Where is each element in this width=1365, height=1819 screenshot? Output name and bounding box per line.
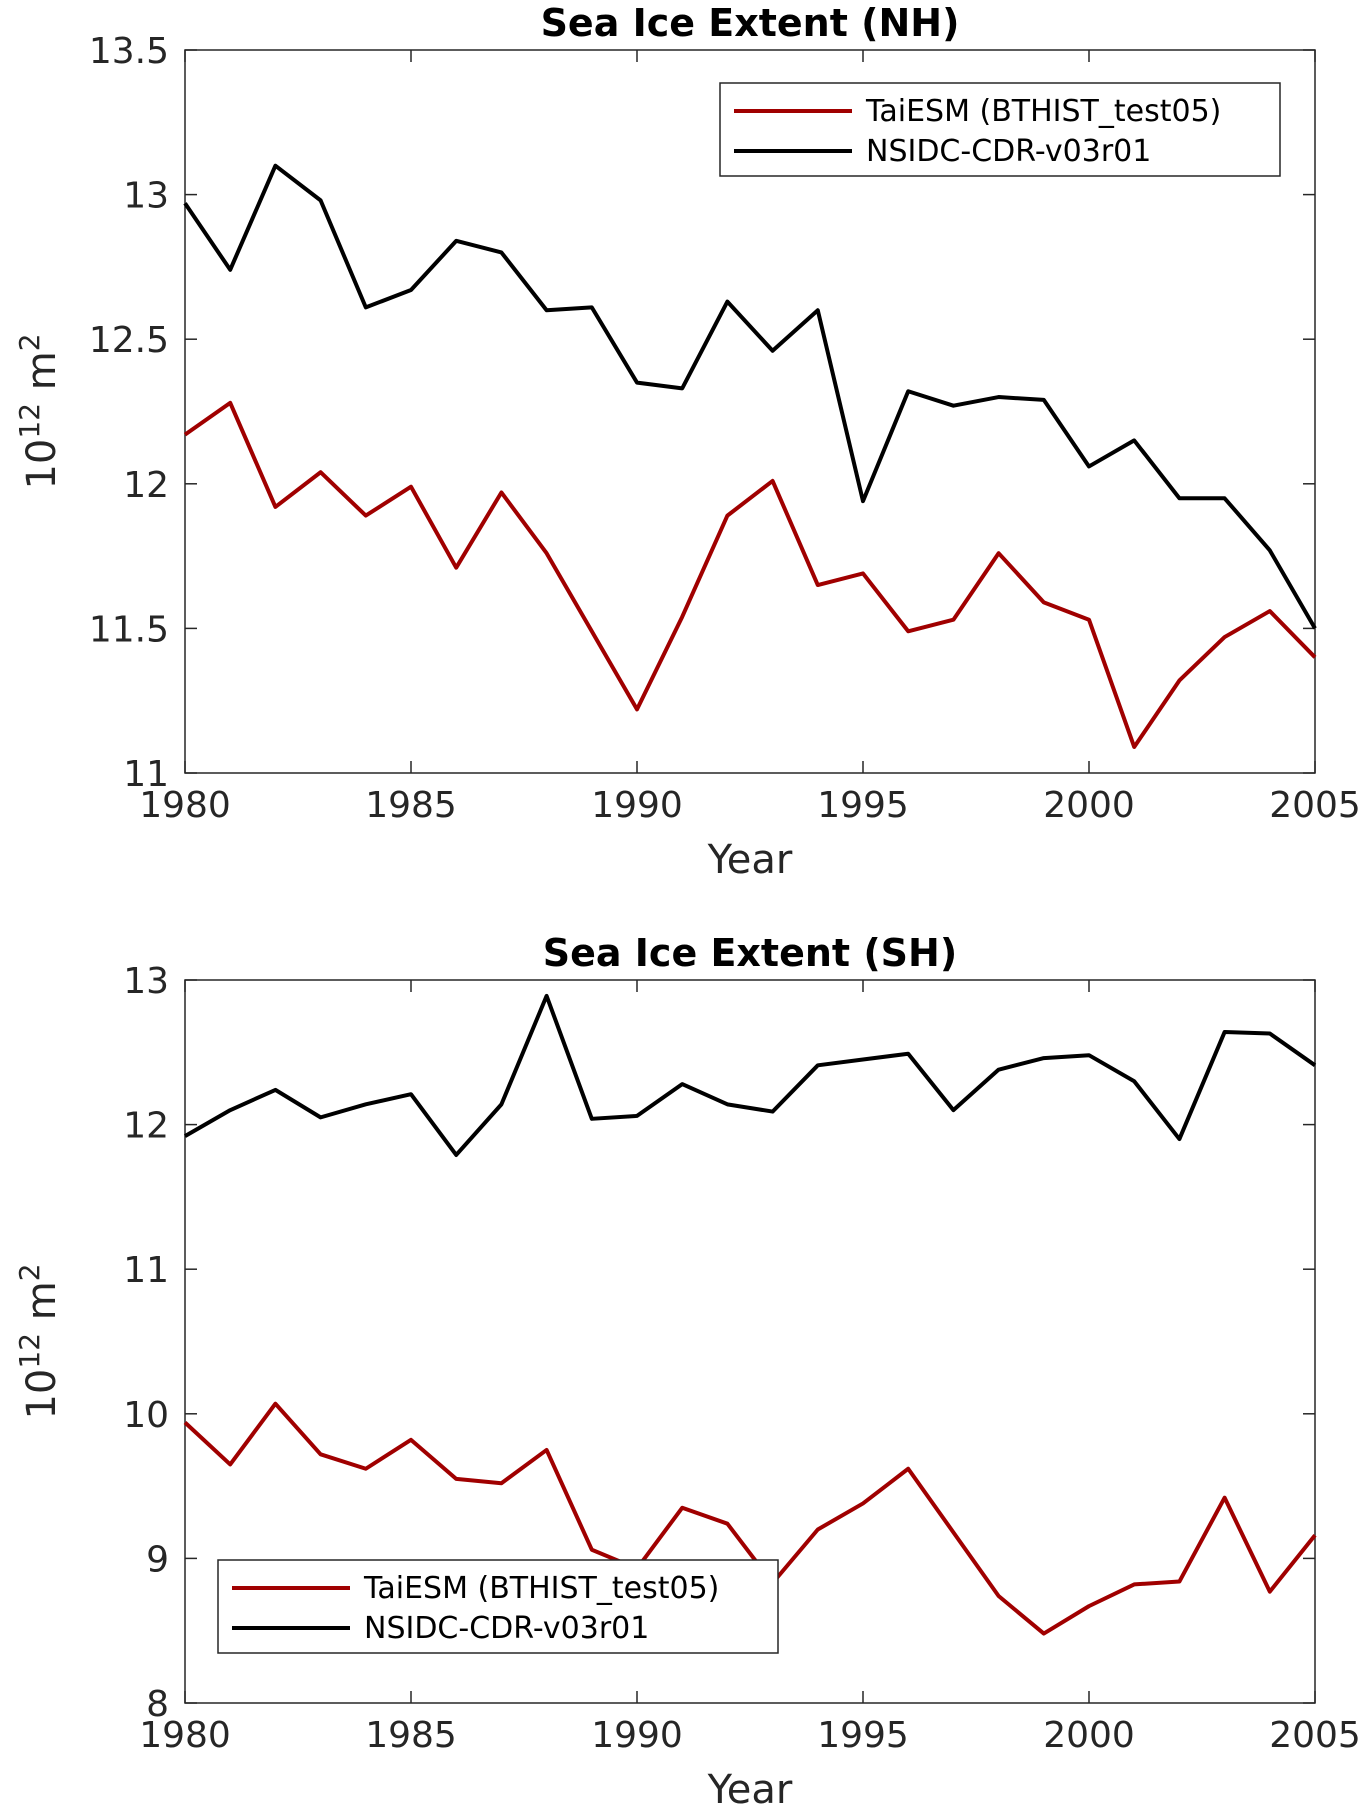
y-axis-label-part: m <box>19 1281 65 1333</box>
legend-box <box>217 1559 779 1654</box>
x-tick-label: 1980 <box>139 785 231 826</box>
x-axis-label: Year <box>707 837 793 883</box>
y-tick-label: 12.5 <box>89 320 169 361</box>
y-axis-label-part: 2 <box>13 333 46 351</box>
y-axis-label: 1012 m2 <box>13 333 65 489</box>
x-tick-label: 1990 <box>591 785 683 826</box>
y-axis-label-part: 10 <box>19 1369 65 1420</box>
y-axis-label: 1012 m2 <box>13 1263 65 1419</box>
x-tick-label: 1980 <box>139 1715 231 1756</box>
y-axis-label-part: 10 <box>19 439 65 490</box>
x-tick-label: 1995 <box>817 1715 909 1756</box>
y-axis-label-part: m <box>19 351 65 403</box>
y-tick-label: 12 <box>123 465 169 506</box>
x-tick-label: 2005 <box>1269 785 1361 826</box>
y-tick-label: 13.5 <box>89 31 169 72</box>
y-axis-label-part: 2 <box>13 1263 46 1281</box>
x-tick-label: 2000 <box>1043 1715 1135 1756</box>
legend-entry: TaiESM (BTHIST_test05) <box>363 1571 719 1606</box>
chart-title: Sea Ice Extent (NH) <box>541 1 960 45</box>
y-axis-label-part: 12 <box>13 403 46 439</box>
x-tick-label: 1995 <box>817 785 909 826</box>
y-tick-label: 13 <box>123 176 169 217</box>
y-tick-label: 10 <box>123 1395 169 1436</box>
series-line-0 <box>183 400 1317 749</box>
y-tick-label: 11 <box>123 754 169 795</box>
y-axis-label-part: 12 <box>13 1333 46 1369</box>
x-tick-label: 1985 <box>365 1715 457 1756</box>
legend-entry: NSIDC-CDR-v03r01 <box>866 134 1151 169</box>
chart-panel-1: Sea Ice Extent (SH) 1980 1985 1990 1995 2000 2… <box>13 931 1361 1813</box>
legend-box <box>719 82 1281 177</box>
x-tick-label: 2000 <box>1043 785 1135 826</box>
chart-title: Sea Ice Extent (SH) <box>543 931 957 975</box>
legend: TaiESM (BTHIST_test05) NSIDC-CDR-v03r01 <box>719 82 1281 177</box>
series-line-1 <box>184 993 1317 1157</box>
y-tick-label: 8 <box>146 1684 169 1725</box>
y-tick-label: 12 <box>123 1106 169 1147</box>
y-tick-label: 13 <box>123 961 169 1002</box>
x-tick-label: 2005 <box>1269 1715 1361 1756</box>
y-tick-label: 9 <box>146 1539 169 1580</box>
legend-entry: TaiESM (BTHIST_test05) <box>865 94 1221 129</box>
y-tick-label: 11 <box>123 1250 169 1291</box>
y-tick-label: 11.5 <box>89 609 169 650</box>
x-axis-label: Year <box>707 1767 793 1813</box>
legend: TaiESM (BTHIST_test05) NSIDC-CDR-v03r01 <box>217 1559 779 1654</box>
series-line-1 <box>183 163 1317 630</box>
series-line-0 <box>183 1401 1317 1636</box>
legend-entry: NSIDC-CDR-v03r01 <box>364 1611 649 1646</box>
chart-panel-0: Sea Ice Extent (NH) 1980 1985 1990 1995 2000 2… <box>13 1 1361 883</box>
x-tick-label: 1990 <box>591 1715 683 1756</box>
x-tick-label: 1985 <box>365 785 457 826</box>
